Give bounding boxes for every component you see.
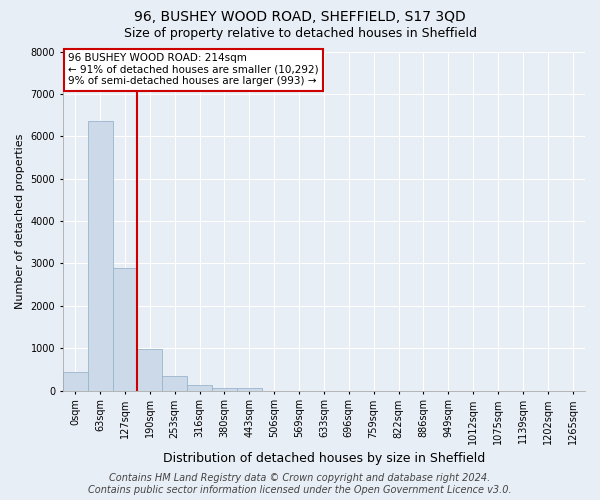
Bar [187, 385, 212, 390]
Bar [63, 372, 88, 390]
Y-axis label: Number of detached properties: Number of detached properties [15, 134, 25, 308]
X-axis label: Distribution of detached houses by size in Sheffield: Distribution of detached houses by size … [163, 452, 485, 465]
Text: Contains HM Land Registry data © Crown copyright and database right 2024.
Contai: Contains HM Land Registry data © Crown c… [88, 474, 512, 495]
Text: 96, BUSHEY WOOD ROAD, SHEFFIELD, S17 3QD: 96, BUSHEY WOOD ROAD, SHEFFIELD, S17 3QD [134, 10, 466, 24]
Bar [88, 122, 113, 390]
Text: Size of property relative to detached houses in Sheffield: Size of property relative to detached ho… [124, 28, 476, 40]
Bar [162, 376, 187, 390]
Bar [113, 268, 137, 390]
Bar [237, 388, 262, 390]
Text: 96 BUSHEY WOOD ROAD: 214sqm
← 91% of detached houses are smaller (10,292)
9% of : 96 BUSHEY WOOD ROAD: 214sqm ← 91% of det… [68, 53, 319, 86]
Bar [137, 350, 162, 391]
Bar [212, 388, 237, 390]
